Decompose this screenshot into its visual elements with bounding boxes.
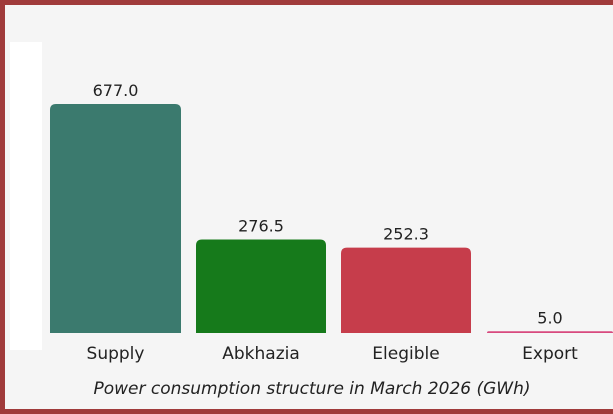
- x-tick-label: Export: [522, 344, 578, 364]
- x-tick-label: Elegible: [372, 344, 439, 364]
- bar: [50, 104, 181, 333]
- value-label: 252.3: [383, 225, 429, 244]
- chart-title: Power consumption structure in March 202…: [94, 379, 531, 399]
- x-tick-label: Supply: [87, 344, 145, 364]
- bar: [341, 247, 471, 333]
- x-tick-label: Abkhazia: [222, 344, 300, 364]
- side-panel: [10, 42, 42, 350]
- value-label: 276.5: [238, 216, 284, 235]
- value-label: 677.0: [93, 81, 139, 100]
- bar: [196, 239, 326, 333]
- value-label: 5.0: [537, 308, 562, 327]
- bar: [487, 331, 613, 333]
